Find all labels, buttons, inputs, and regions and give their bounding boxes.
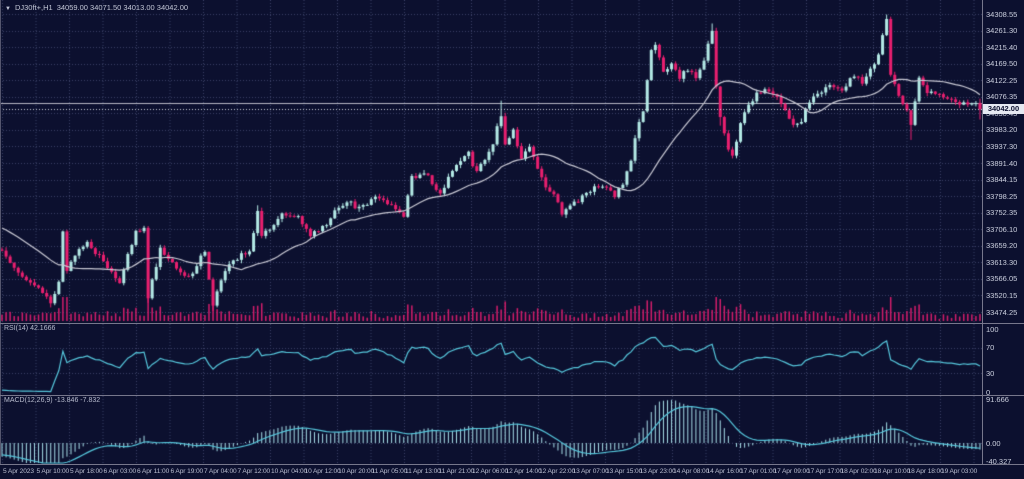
- price-axis-label: 34308.55: [986, 9, 1018, 19]
- price-axis-label: 33474.25: [986, 307, 1018, 317]
- price-axis-label: 34122.25: [986, 75, 1018, 85]
- price-axis-label: 33659.20: [986, 241, 1018, 251]
- macd-indicator-name: MACD(12,26,9): [4, 397, 53, 404]
- time-axis-label: 11 Apr 05:00: [371, 468, 408, 475]
- time-axis-label: 17 Apr 17:00: [807, 468, 844, 475]
- time-axis-label: 5 Apr 18:00: [70, 468, 103, 475]
- macd-scale-label: 0.00: [986, 438, 1001, 448]
- time-axis-label: 12 Apr 22:00: [539, 468, 576, 475]
- time-axis-label: 12 Apr 14:00: [505, 468, 542, 475]
- time-axis-label: 12 Apr 06:00: [472, 468, 509, 475]
- macd-panel-label: MACD(12,26,9) -13.846 -7.832: [4, 397, 100, 404]
- price-axis-label: 33706.10: [986, 224, 1018, 234]
- time-axis-label: 13 Apr 15:00: [606, 468, 643, 475]
- price-axis-label: 33566.05: [986, 274, 1018, 284]
- price-axis-label: 33891.40: [986, 158, 1018, 168]
- time-axis-label: 5 Apr 10:00: [36, 468, 70, 475]
- macd-scale-label: 91.666: [986, 395, 1009, 405]
- chart-title: ▼ DJ30ft+,H1 34059.00 34071.50 34013.00 34…: [5, 3, 192, 12]
- macd-indicator-values: -13.846 -7.832: [54, 397, 101, 404]
- ohlc-values: 34059.00 34071.50 34013.00 34042.00: [56, 3, 189, 12]
- main-price-chart[interactable]: [0, 0, 982, 323]
- price-axis-label: 33844.15: [986, 175, 1018, 185]
- rsi-indicator-name: RSI(14): [4, 325, 29, 332]
- time-axis-label: 6 Apr 11:00: [137, 468, 170, 475]
- time-axis-label: 17 Apr 01:00: [740, 468, 777, 475]
- time-axis-label: 11 Apr 13:00: [405, 468, 441, 475]
- rsi-scale-label: 30: [986, 368, 995, 378]
- time-axis-label: 14 Apr 16:00: [706, 468, 743, 475]
- price-axis-label: 34215.40: [986, 42, 1018, 52]
- price-axis-label: 33613.30: [986, 257, 1018, 267]
- macd-indicator-panel[interactable]: [0, 396, 982, 464]
- rsi-panel-label: RSI(14) 42.1666: [4, 325, 55, 332]
- chart-left-edge: [0, 0, 1, 465]
- macd-scale-label: -40.327: [986, 457, 1012, 467]
- panel-separator-macd-timeaxis: [0, 464, 1024, 465]
- time-axis-label: 18 Apr 10:00: [874, 468, 911, 475]
- symbol-period-label: DJ30ft+,H1: [14, 3, 53, 12]
- time-axis-label: 10 Apr 20:00: [338, 468, 375, 475]
- price-axis-label: 33937.30: [986, 141, 1018, 151]
- price-axis-label: 33983.20: [986, 125, 1018, 135]
- time-axis-label: 7 Apr 12:00: [237, 468, 271, 475]
- price-axis-label: 33798.25: [986, 191, 1018, 201]
- time-axis-label: 18 Apr 18:00: [907, 468, 944, 475]
- time-axis-label: 18 Apr 02:00: [840, 468, 877, 475]
- time-axis-label: 11 Apr 21:00: [438, 468, 475, 475]
- price-axis-label: 33752.35: [986, 208, 1018, 218]
- time-axis-label: 7 Apr 04:00: [204, 468, 237, 475]
- price-axis-label: 33520.15: [986, 290, 1018, 300]
- price-axis-separator: [982, 0, 983, 465]
- panel-separator-rsi-macd[interactable]: [0, 395, 1024, 396]
- time-axis-label: 5 Apr 2023: [3, 468, 34, 475]
- time-axis-label: 17 Apr 09:00: [773, 468, 810, 475]
- symbol-dropdown-icon[interactable]: ▼: [5, 6, 11, 12]
- time-axis-label: 19 Apr 03:00: [941, 468, 978, 475]
- time-axis-label: 13 Apr 23:00: [639, 468, 676, 475]
- rsi-scale-label: 70: [986, 343, 995, 353]
- time-axis-label: 6 Apr 19:00: [170, 468, 204, 475]
- panel-separator-main-rsi[interactable]: [0, 323, 1024, 324]
- price-axis-label: 34076.35: [986, 92, 1018, 102]
- price-axis-label: 34261.30: [986, 26, 1018, 36]
- rsi-scale-label: 100: [986, 324, 999, 334]
- time-axis-label: 14 Apr 08:00: [673, 468, 710, 475]
- time-axis-label: 10 Apr 04:00: [271, 468, 308, 475]
- rsi-indicator-value: 42.1666: [30, 325, 56, 332]
- time-axis-label: 13 Apr 07:00: [572, 468, 609, 475]
- time-axis-label: 6 Apr 03:00: [103, 468, 137, 475]
- current-price-tag: 34042.00: [983, 104, 1024, 115]
- price-axis-label: 34169.50: [986, 59, 1018, 69]
- rsi-indicator-panel[interactable]: [0, 324, 982, 395]
- rsi-scale-label: 0: [986, 387, 991, 397]
- time-axis-label: 10 Apr 12:00: [304, 468, 341, 475]
